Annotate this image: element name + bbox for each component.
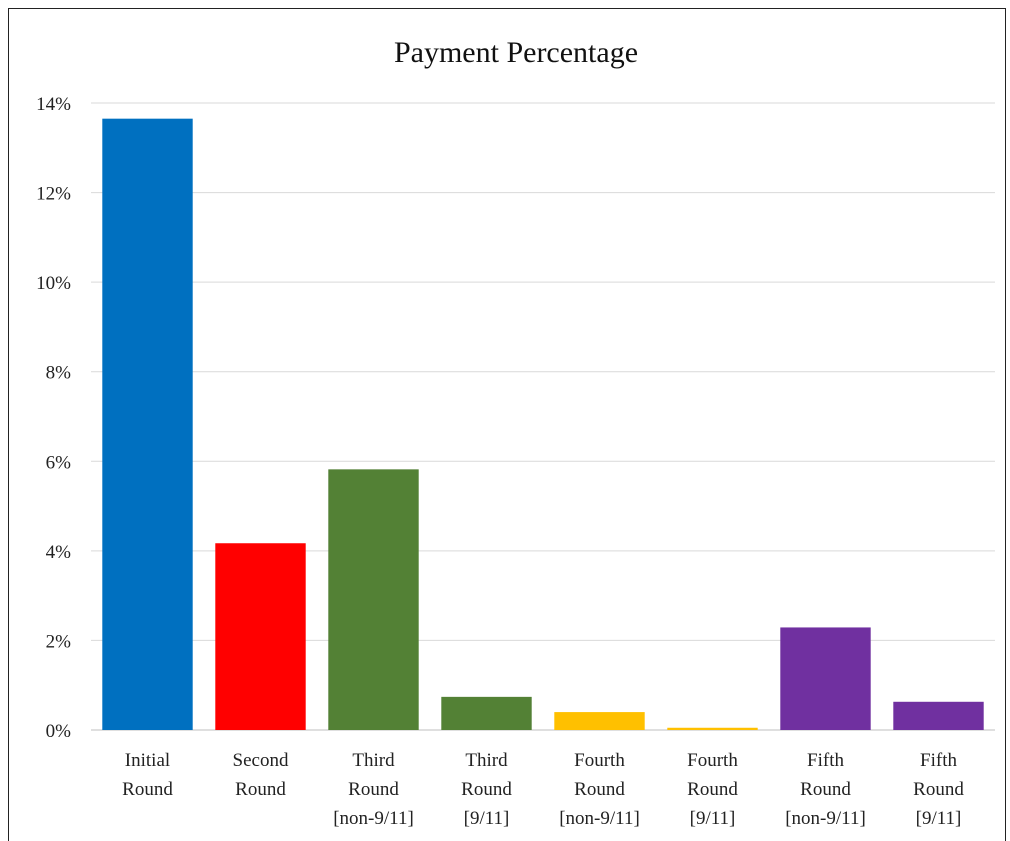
- bar: [780, 627, 871, 730]
- y-tick-label: 0%: [46, 721, 72, 742]
- x-category-label: Second Round: [233, 750, 289, 800]
- bar: [554, 712, 645, 730]
- bars: [102, 118, 984, 731]
- x-category-label: Initial Round: [122, 750, 173, 800]
- y-tick-label: 2%: [46, 631, 72, 652]
- bar: [328, 469, 419, 730]
- bar: [102, 118, 193, 731]
- bar: [893, 701, 984, 730]
- x-category-label: Fifth Round [non-9/11]: [785, 750, 866, 829]
- x-axis-categories: Initial Round Second Round Third Round [non-9/…: [122, 750, 964, 829]
- y-tick-label: 4%: [46, 542, 72, 563]
- x-category-label: Fourth Round [9/11]: [687, 750, 738, 829]
- x-category-label: Third Round [non-9/11]: [333, 750, 414, 829]
- x-category-label: Fourth Round [non-9/11]: [559, 750, 640, 829]
- y-tick-label: 14%: [36, 94, 71, 115]
- chart-title: Payment Percentage: [394, 36, 638, 69]
- y-tick-label: 8%: [46, 363, 72, 384]
- y-axis-ticks: 0% 2% 4% 6% 8% 10% 12% 14%: [36, 94, 71, 742]
- bar: [441, 696, 532, 730]
- chart-frame: [8, 8, 1006, 841]
- x-category-label: Third Round [9/11]: [461, 750, 512, 829]
- y-tick-label: 10%: [36, 273, 71, 294]
- y-tick-label: 6%: [46, 452, 72, 473]
- bar: [215, 543, 306, 730]
- y-tick-label: 12%: [36, 184, 71, 205]
- bar: [667, 727, 758, 730]
- x-category-label: Fifth Round [9/11]: [913, 750, 964, 829]
